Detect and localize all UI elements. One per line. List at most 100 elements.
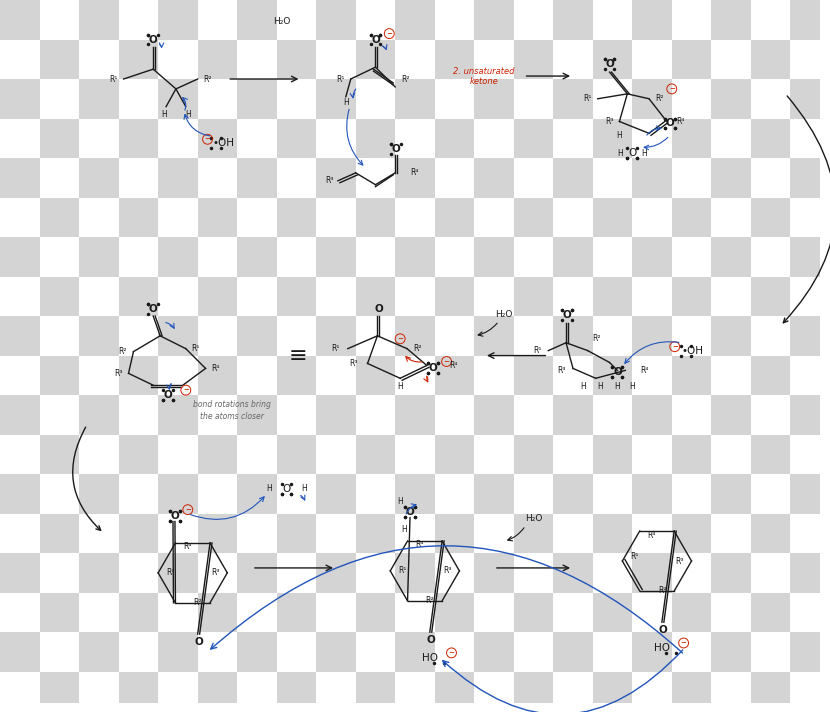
- Bar: [395, 513, 435, 553]
- Bar: [356, 355, 395, 395]
- Bar: [119, 158, 159, 197]
- Bar: [632, 632, 671, 671]
- Bar: [790, 316, 830, 355]
- Bar: [632, 671, 671, 711]
- Bar: [119, 592, 159, 632]
- Bar: [671, 592, 711, 632]
- Bar: [79, 355, 119, 395]
- Text: H: H: [642, 149, 647, 157]
- Bar: [593, 474, 632, 513]
- Bar: [751, 79, 790, 118]
- Bar: [711, 158, 751, 197]
- Text: H: H: [266, 484, 271, 493]
- Bar: [474, 118, 514, 158]
- Bar: [435, 434, 474, 474]
- Text: R⁴: R⁴: [183, 543, 192, 551]
- Bar: [276, 434, 316, 474]
- Bar: [316, 553, 356, 592]
- Bar: [198, 553, 237, 592]
- Text: H: H: [301, 484, 307, 493]
- Bar: [0, 553, 40, 592]
- Bar: [790, 711, 830, 712]
- Text: O: O: [371, 34, 380, 45]
- Bar: [198, 711, 237, 712]
- Bar: [356, 474, 395, 513]
- Bar: [514, 0, 554, 39]
- Bar: [40, 671, 79, 711]
- Bar: [237, 474, 276, 513]
- Bar: [632, 513, 671, 553]
- Bar: [395, 395, 435, 434]
- Bar: [514, 197, 554, 237]
- Text: O: O: [428, 363, 437, 373]
- Bar: [79, 553, 119, 592]
- Bar: [276, 158, 316, 197]
- Bar: [79, 711, 119, 712]
- Bar: [0, 316, 40, 355]
- Bar: [632, 592, 671, 632]
- Bar: [790, 395, 830, 434]
- Bar: [514, 355, 554, 395]
- Text: H: H: [343, 98, 349, 108]
- Bar: [159, 158, 198, 197]
- Bar: [474, 197, 514, 237]
- Bar: [237, 0, 276, 39]
- Text: R⁴: R⁴: [450, 361, 458, 370]
- Text: O: O: [406, 507, 414, 517]
- Bar: [711, 592, 751, 632]
- Bar: [593, 395, 632, 434]
- Bar: [79, 118, 119, 158]
- Bar: [40, 39, 79, 79]
- Text: O: O: [628, 148, 637, 158]
- Bar: [79, 513, 119, 553]
- Bar: [711, 79, 751, 118]
- Bar: [593, 0, 632, 39]
- Bar: [790, 671, 830, 711]
- Bar: [0, 395, 40, 434]
- Bar: [159, 434, 198, 474]
- Bar: [632, 395, 671, 434]
- Bar: [237, 513, 276, 553]
- Bar: [356, 79, 395, 118]
- Text: H: H: [398, 497, 403, 506]
- Bar: [356, 39, 395, 79]
- Bar: [474, 513, 514, 553]
- Bar: [198, 79, 237, 118]
- Bar: [671, 395, 711, 434]
- Text: −: −: [386, 31, 393, 36]
- Bar: [474, 434, 514, 474]
- Bar: [395, 592, 435, 632]
- Bar: [79, 316, 119, 355]
- Bar: [593, 592, 632, 632]
- Bar: [276, 632, 316, 671]
- Bar: [237, 197, 276, 237]
- Bar: [40, 513, 79, 553]
- Text: −: −: [443, 359, 450, 365]
- Text: R¹: R¹: [110, 75, 118, 83]
- Bar: [751, 671, 790, 711]
- Bar: [276, 711, 316, 712]
- Bar: [356, 671, 395, 711]
- Bar: [751, 158, 790, 197]
- Text: H₂O: H₂O: [496, 310, 513, 318]
- Bar: [198, 0, 237, 39]
- Bar: [198, 592, 237, 632]
- Bar: [435, 632, 474, 671]
- Bar: [276, 671, 316, 711]
- Bar: [554, 671, 593, 711]
- Bar: [40, 711, 79, 712]
- Bar: [159, 0, 198, 39]
- Text: O: O: [666, 118, 674, 128]
- Bar: [316, 395, 356, 434]
- Bar: [474, 711, 514, 712]
- Text: R³: R³: [349, 359, 358, 368]
- Bar: [593, 158, 632, 197]
- Bar: [632, 355, 671, 395]
- Bar: [79, 395, 119, 434]
- Bar: [40, 197, 79, 237]
- Text: H: H: [185, 110, 191, 119]
- Bar: [751, 513, 790, 553]
- Bar: [711, 434, 751, 474]
- Text: R¹: R¹: [533, 346, 541, 355]
- Bar: [159, 592, 198, 632]
